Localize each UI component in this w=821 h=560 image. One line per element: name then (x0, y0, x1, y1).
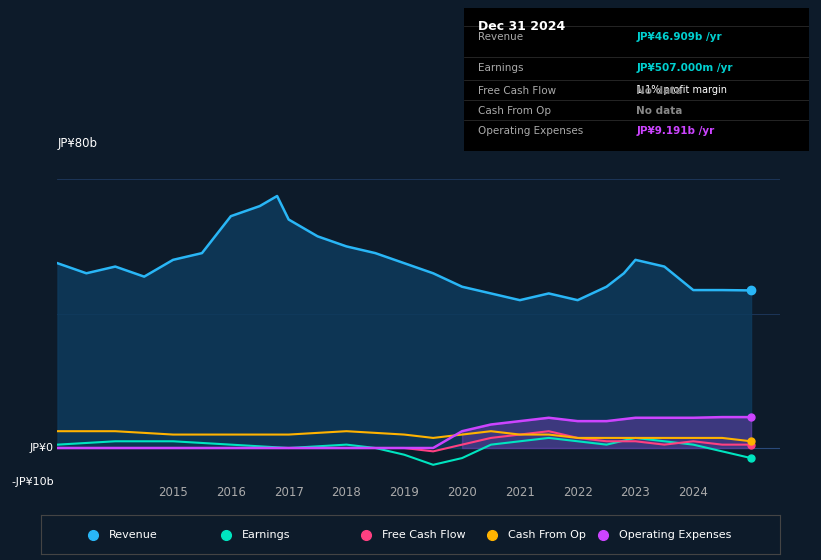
Text: Free Cash Flow: Free Cash Flow (478, 86, 556, 96)
Text: Earnings: Earnings (478, 63, 523, 73)
Text: JP¥0: JP¥0 (30, 443, 54, 453)
Text: JP¥507.000m /yr: JP¥507.000m /yr (636, 63, 733, 73)
Text: Revenue: Revenue (109, 530, 158, 540)
Text: Operating Expenses: Operating Expenses (478, 126, 583, 136)
Text: No data: No data (636, 86, 682, 96)
Text: JP¥46.909b /yr: JP¥46.909b /yr (636, 32, 722, 42)
Text: JP¥80b: JP¥80b (57, 137, 98, 150)
Text: Free Cash Flow: Free Cash Flow (383, 530, 466, 540)
Text: Earnings: Earnings (242, 530, 291, 540)
Text: Dec 31 2024: Dec 31 2024 (478, 20, 565, 33)
Text: Cash From Op: Cash From Op (508, 530, 586, 540)
Text: No data: No data (636, 106, 682, 116)
Text: -JP¥10b: -JP¥10b (11, 477, 54, 487)
Text: 1.1% profit margin: 1.1% profit margin (636, 85, 727, 95)
Text: Cash From Op: Cash From Op (478, 106, 551, 116)
Text: Operating Expenses: Operating Expenses (619, 530, 732, 540)
Text: JP¥9.191b /yr: JP¥9.191b /yr (636, 126, 714, 136)
Text: Revenue: Revenue (478, 32, 523, 42)
